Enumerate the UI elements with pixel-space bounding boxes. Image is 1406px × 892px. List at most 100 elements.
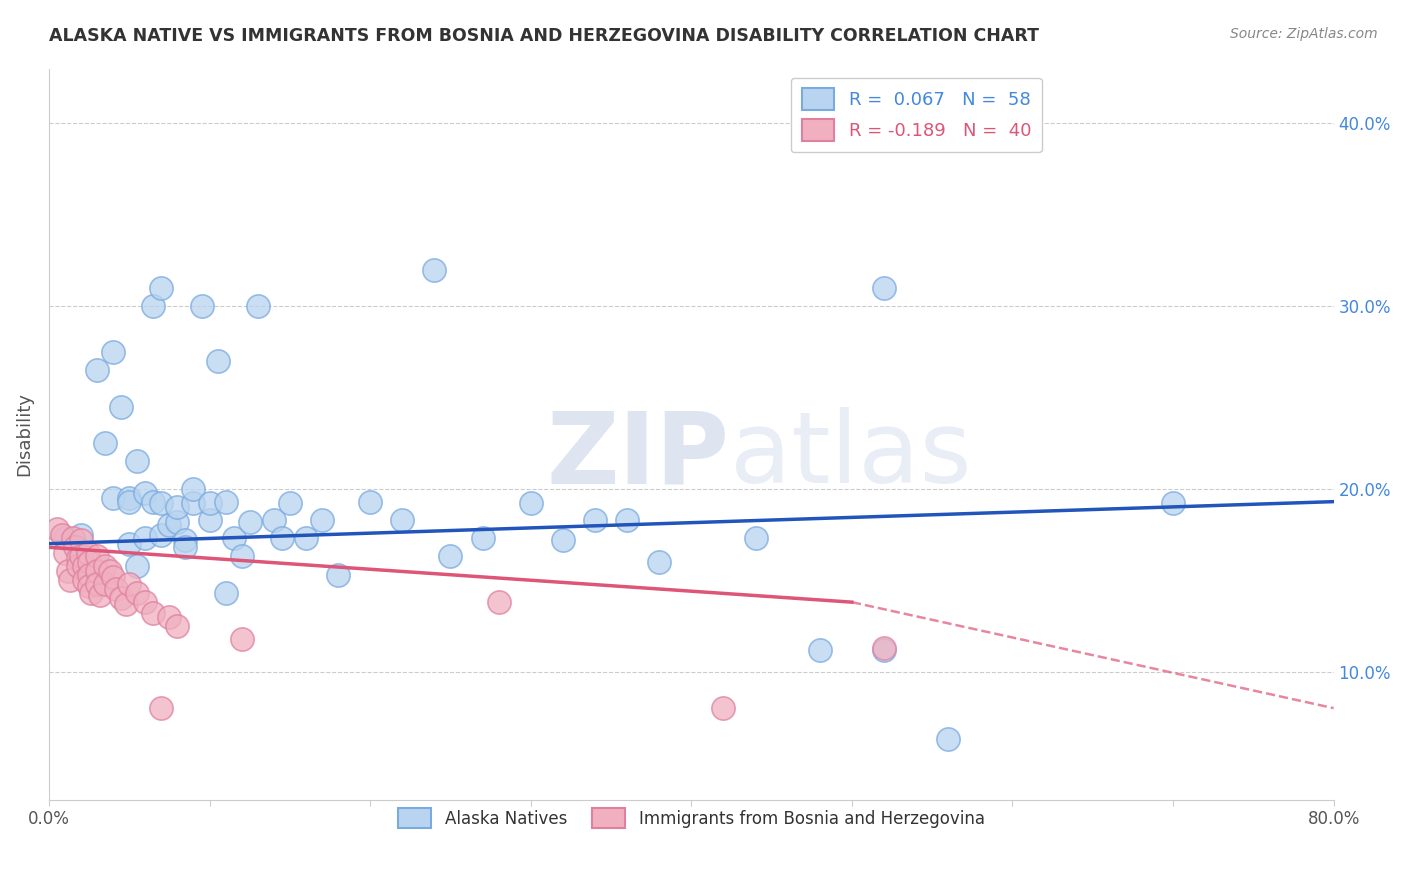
Point: [118, 577, 141, 591]
Point: [127, 454, 149, 468]
Point: [326, 567, 349, 582]
Point: [110, 400, 132, 414]
Point: [583, 513, 606, 527]
Point: [873, 640, 896, 655]
Point: [76, 546, 98, 560]
Point: [166, 515, 188, 529]
Point: [66, 551, 89, 566]
Point: [103, 569, 125, 583]
Point: [551, 533, 574, 547]
Point: [94, 577, 117, 591]
Point: [70, 549, 93, 564]
Point: [142, 606, 165, 620]
Point: [936, 732, 959, 747]
Point: [198, 496, 221, 510]
Point: [648, 555, 671, 569]
Point: [295, 531, 318, 545]
Point: [62, 531, 84, 545]
Legend: Alaska Natives, Immigrants from Bosnia and Herzegovina: Alaska Natives, Immigrants from Bosnia a…: [391, 801, 991, 835]
Text: atlas: atlas: [730, 408, 972, 505]
Point: [51, 527, 73, 541]
Point: [278, 496, 301, 510]
Point: [77, 567, 100, 582]
Point: [214, 494, 236, 508]
Point: [1161, 496, 1184, 510]
Point: [77, 579, 100, 593]
Y-axis label: Disability: Disability: [15, 392, 32, 476]
Point: [59, 573, 82, 587]
Point: [150, 527, 173, 541]
Point: [174, 541, 197, 555]
Point: [214, 586, 236, 600]
Point: [66, 558, 89, 573]
Point: [190, 299, 212, 313]
Point: [166, 619, 188, 633]
Point: [103, 344, 125, 359]
Point: [263, 513, 285, 527]
Point: [86, 577, 108, 591]
Point: [873, 642, 896, 657]
Point: [134, 485, 156, 500]
Point: [391, 513, 413, 527]
Point: [134, 531, 156, 545]
Point: [239, 515, 262, 529]
Point: [134, 595, 156, 609]
Point: [423, 262, 446, 277]
Point: [157, 518, 180, 533]
Point: [70, 527, 93, 541]
Point: [231, 632, 253, 646]
Text: Source: ZipAtlas.com: Source: ZipAtlas.com: [1230, 27, 1378, 41]
Point: [616, 513, 638, 527]
Point: [118, 536, 141, 550]
Point: [744, 531, 766, 545]
Point: [246, 299, 269, 313]
Point: [519, 496, 541, 510]
Point: [53, 531, 76, 545]
Point: [94, 436, 117, 450]
Text: ZIP: ZIP: [547, 408, 730, 505]
Point: [439, 549, 461, 564]
Point: [70, 533, 93, 547]
Point: [46, 522, 69, 536]
Point: [86, 363, 108, 377]
Point: [80, 586, 103, 600]
Point: [142, 299, 165, 313]
Point: [53, 546, 76, 560]
Point: [270, 531, 292, 545]
Point: [127, 558, 149, 573]
Point: [222, 531, 245, 545]
Point: [98, 564, 121, 578]
Point: [471, 531, 494, 545]
Text: ALASKA NATIVE VS IMMIGRANTS FROM BOSNIA AND HERZEGOVINA DISABILITY CORRELATION C: ALASKA NATIVE VS IMMIGRANTS FROM BOSNIA …: [49, 27, 1039, 45]
Point: [110, 591, 132, 606]
Point: [183, 496, 205, 510]
Point: [174, 533, 197, 547]
Point: [94, 558, 117, 573]
Point: [105, 582, 128, 597]
Point: [86, 549, 108, 564]
Point: [63, 541, 86, 555]
Point: [166, 500, 188, 515]
Point: [207, 354, 229, 368]
Point: [115, 597, 138, 611]
Point: [103, 491, 125, 505]
Point: [77, 555, 100, 569]
Point: [231, 549, 253, 564]
Point: [118, 494, 141, 508]
Point: [488, 595, 510, 609]
Point: [86, 564, 108, 578]
Point: [713, 701, 735, 715]
Point: [127, 586, 149, 600]
Point: [150, 496, 173, 510]
Point: [198, 513, 221, 527]
Point: [89, 588, 111, 602]
Point: [58, 564, 80, 578]
Point: [873, 281, 896, 295]
Point: [150, 701, 173, 715]
Point: [157, 609, 180, 624]
Point: [359, 494, 381, 508]
Point: [150, 281, 173, 295]
Point: [311, 513, 333, 527]
Point: [142, 494, 165, 508]
Point: [118, 491, 141, 505]
